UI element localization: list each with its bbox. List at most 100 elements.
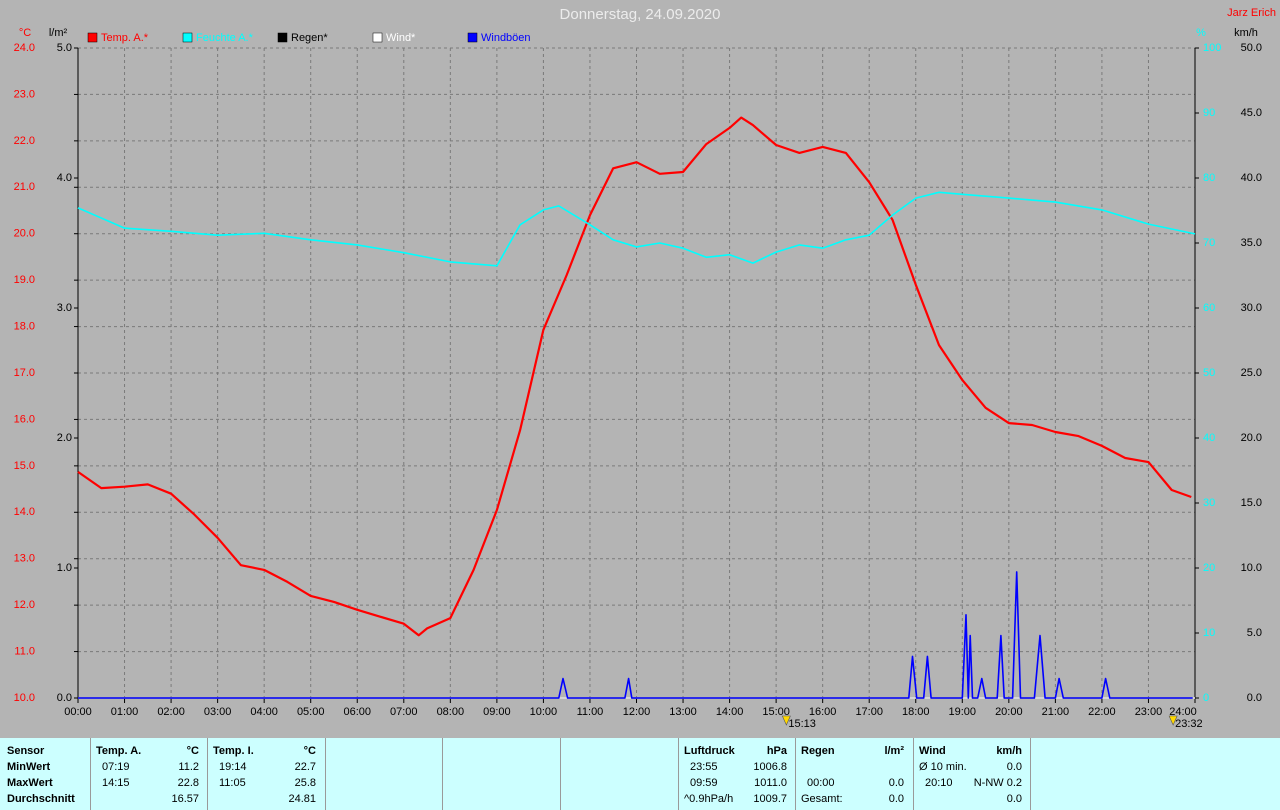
- x-tick-label: 23:00: [1135, 706, 1163, 718]
- stat-value: 1009.7: [753, 793, 787, 805]
- legend-swatch: [277, 32, 288, 43]
- x-tick-label: 21:00: [1042, 706, 1070, 718]
- legend-swatch: [87, 32, 98, 43]
- y4-tick-label: 20.0: [1241, 432, 1262, 444]
- y-tick-label: 12.0: [14, 599, 35, 611]
- x-tick-label: 15:00: [762, 706, 790, 718]
- row-label: MaxWert: [7, 777, 53, 789]
- y-tick-label: 22.0: [14, 135, 35, 147]
- stat-value: 16.57: [171, 793, 199, 805]
- x-tick-label: 07:00: [390, 706, 418, 718]
- y-tick-label: 16.0: [14, 413, 35, 425]
- y2-tick-label: 20: [1203, 562, 1215, 574]
- row-label: MinWert: [7, 761, 51, 773]
- y-tick-label: 21.0: [14, 181, 35, 193]
- x-tick-label: 08:00: [437, 706, 465, 718]
- y-tick-label: 24.0: [14, 42, 35, 54]
- sun-icon: [781, 715, 791, 726]
- author: Jarz Erich: [1227, 7, 1276, 19]
- x-tick-label: 02:00: [157, 706, 185, 718]
- y3-tick-label: 4.0: [57, 172, 72, 184]
- y-tick-label: 10.0: [14, 692, 35, 704]
- y4-unit: km/h: [1234, 27, 1258, 39]
- stat-value: 0.0: [1006, 793, 1022, 805]
- y4-tick-label: 10.0: [1241, 562, 1262, 574]
- column-header: Luftdruck: [684, 745, 735, 757]
- x-tick-label: 18:00: [902, 706, 930, 718]
- y2-tick-label: 50: [1203, 367, 1215, 379]
- y3-tick-label: 1.0: [57, 562, 72, 574]
- separator: [90, 738, 91, 810]
- legend-label: Feuchte A.*: [196, 32, 254, 44]
- stat-value: 1011.0: [754, 777, 787, 789]
- column-header: Regen: [801, 745, 835, 757]
- stat-value: 24.81: [288, 793, 316, 805]
- y-tick-label: 14.0: [14, 506, 35, 518]
- column-unit: km/h: [996, 745, 1022, 757]
- y-tick-label: 15.0: [14, 460, 35, 472]
- stat-time: Gesamt:: [801, 793, 843, 805]
- separator: [442, 738, 443, 810]
- x-tick-label: 04:00: [250, 706, 278, 718]
- legend-label: Regen*: [291, 32, 328, 44]
- x-tick-label: 01:00: [111, 706, 139, 718]
- y-tick-label: 18.0: [14, 320, 35, 332]
- x-tick-label: 20:00: [995, 706, 1023, 718]
- column-header: Temp. I.: [213, 745, 254, 757]
- legend-swatch: [182, 32, 193, 43]
- legend-swatch: [467, 32, 478, 43]
- y2-unit: %: [1196, 27, 1206, 39]
- y4-tick-label: 35.0: [1241, 237, 1262, 249]
- series-line: [77, 116, 1192, 637]
- y4-tick-label: 5.0: [1247, 627, 1262, 639]
- separator: [1030, 738, 1031, 810]
- row-label: Sensor: [7, 745, 45, 757]
- sun-icon: [1168, 715, 1178, 726]
- legend-label: Wind*: [386, 32, 416, 44]
- x-tick-label: 24:00: [1169, 706, 1197, 718]
- y-tick-label: 19.0: [14, 274, 35, 286]
- column-unit: °C: [303, 745, 316, 757]
- y2-tick-label: 90: [1203, 107, 1215, 119]
- y-tick-label: 23.0: [14, 88, 35, 100]
- y2-tick-label: 10: [1203, 627, 1215, 639]
- stat-value: 22.8: [177, 777, 199, 789]
- y3-tick-label: 3.0: [57, 302, 72, 314]
- x-tick-label: 00:00: [64, 706, 92, 718]
- legend-swatch: [372, 32, 383, 43]
- annotation: 15:13: [788, 718, 816, 730]
- column-unit: °C: [186, 745, 199, 757]
- chart-title: Donnerstag, 24.09.2020: [560, 6, 721, 23]
- y2-tick-label: 70: [1203, 237, 1215, 249]
- x-tick-label: 06:00: [343, 706, 371, 718]
- stat-value: 1006.8: [753, 761, 787, 773]
- stat-value: 0.0: [1006, 761, 1022, 773]
- x-tick-label: 22:00: [1088, 706, 1116, 718]
- column-header: Temp. A.: [96, 745, 142, 757]
- y-tick-label: 17.0: [14, 367, 35, 379]
- stat-time: 07:19: [102, 761, 130, 773]
- x-tick-label: 05:00: [297, 706, 325, 718]
- y3-tick-label: 0.0: [57, 692, 72, 704]
- y3-tick-label: 2.0: [57, 432, 72, 444]
- y4-tick-label: 25.0: [1241, 367, 1262, 379]
- separator: [913, 738, 914, 810]
- x-tick-label: 11:00: [577, 706, 604, 718]
- y-unit: °C: [19, 27, 31, 39]
- stat-value: 22.7: [294, 761, 316, 773]
- x-tick-label: 16:00: [809, 706, 837, 718]
- stat-value: 11.2: [178, 761, 199, 773]
- x-tick-label: 19:00: [949, 706, 977, 718]
- stat-value: 0.0: [888, 777, 904, 789]
- y2-tick-label: 60: [1203, 302, 1215, 314]
- series-line: [77, 191, 1196, 267]
- x-tick-label: 10:00: [530, 706, 558, 718]
- stat-value: 25.8: [294, 777, 316, 789]
- column-unit: hPa: [766, 745, 787, 757]
- x-tick-label: 13:00: [669, 706, 697, 718]
- stats-panel: Sensor MinWert MaxWert Durchschnitt Temp. A.…: [0, 738, 1280, 810]
- chart: Donnerstag, 24.09.2020 Jarz Erich °C l/m…: [14, 6, 1276, 730]
- x-tick-label: 17:00: [855, 706, 883, 718]
- y4-tick-label: 45.0: [1241, 107, 1262, 119]
